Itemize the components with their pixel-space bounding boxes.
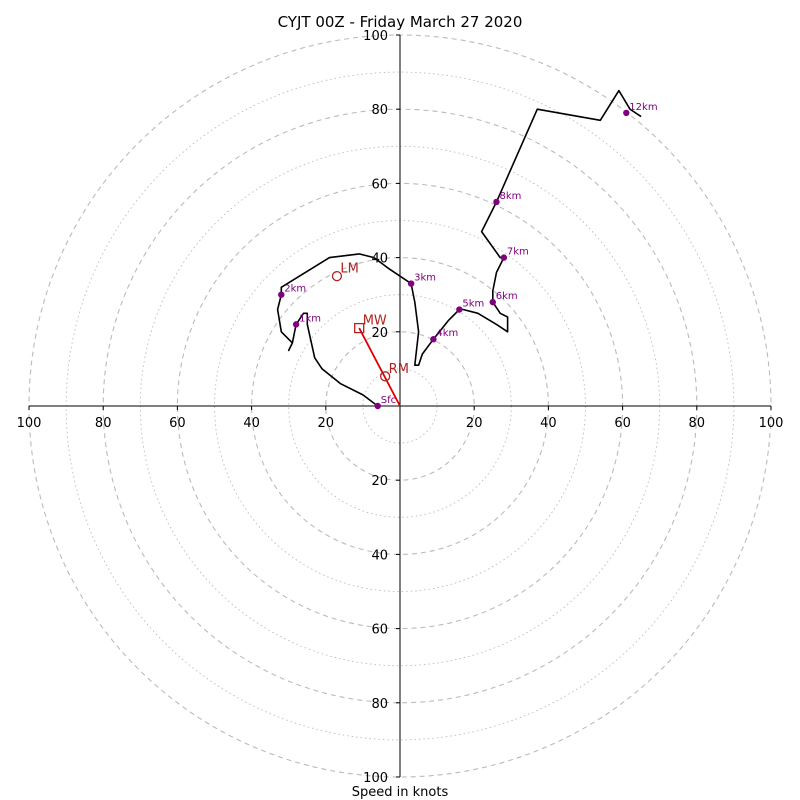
height-label-7km: 7km xyxy=(507,247,529,258)
mean-wind-vector xyxy=(358,327,401,407)
x-tick-label: 20 xyxy=(318,416,335,431)
x-tick-label: 20 xyxy=(466,416,483,431)
y-tick-label: 40 xyxy=(371,252,388,267)
x-tick-label: 60 xyxy=(169,416,186,431)
left-mover-marker xyxy=(331,270,343,282)
height-marker-sfc xyxy=(374,402,381,410)
height-label-3km: 3km xyxy=(414,273,436,284)
x-tick-label: 100 xyxy=(759,416,784,431)
x-tick-label: 40 xyxy=(243,416,260,431)
x-tick-label: 60 xyxy=(614,416,631,431)
hodograph-trace xyxy=(276,89,642,407)
height-marker-2km xyxy=(278,291,285,298)
height-marker-3km xyxy=(407,280,415,287)
height-label-8km: 8km xyxy=(499,191,521,202)
height-label-sfc: Sfc xyxy=(381,395,396,406)
height-marker-5km xyxy=(456,306,463,313)
mean-wind-marker xyxy=(354,322,365,334)
height-marker-6km xyxy=(489,298,496,306)
height-label-5km: 5km xyxy=(462,299,484,310)
height-marker-4km xyxy=(430,336,437,343)
x-tick-label: 100 xyxy=(17,416,42,431)
y-tick-label: 100 xyxy=(363,29,388,44)
y-tick-label: 20 xyxy=(371,326,388,341)
right-mover-label: RM xyxy=(389,362,409,377)
tick-labels: 100 80 60 40 20 20 40 60 80 100 100 80 60 40 20 20 40 60 8… xyxy=(17,29,784,786)
mean-wind-label: MW xyxy=(363,314,387,329)
height-markers: Sfc 1km 2km 3km 4km 5km 6km 7km 8km 12km xyxy=(278,102,658,410)
height-marker-7km xyxy=(500,254,508,261)
storm-motion: LM MW RM xyxy=(331,262,409,407)
height-label-4km: 4km xyxy=(436,328,458,339)
y-tick-label: 80 xyxy=(371,103,388,118)
y-tick-label: 100 xyxy=(363,771,388,786)
right-mover-marker xyxy=(380,371,391,382)
height-marker-1km xyxy=(292,321,300,328)
height-label-2km: 2km xyxy=(284,284,306,295)
y-tick-label: 80 xyxy=(371,697,388,712)
y-tick-label: 40 xyxy=(371,548,388,563)
height-marker-8km xyxy=(493,198,500,206)
x-tick-label: 40 xyxy=(540,416,557,431)
height-label-6km: 6km xyxy=(496,291,518,302)
height-label-12km: 12km xyxy=(629,102,657,113)
left-mover-label: LM xyxy=(340,262,358,277)
y-tick-label: 20 xyxy=(371,474,388,489)
y-tick-label: 60 xyxy=(371,177,388,192)
x-axis-label: Speed in knots xyxy=(352,785,449,800)
y-tick-label: 60 xyxy=(371,623,388,638)
height-label-1km: 1km xyxy=(299,313,321,324)
chart-title: CYJT 00Z - Friday March 27 2020 xyxy=(278,13,523,31)
hodograph-line xyxy=(276,89,642,407)
height-marker-12km xyxy=(623,109,630,117)
x-tick-label: 80 xyxy=(689,416,706,431)
x-tick-label: 80 xyxy=(95,416,112,431)
